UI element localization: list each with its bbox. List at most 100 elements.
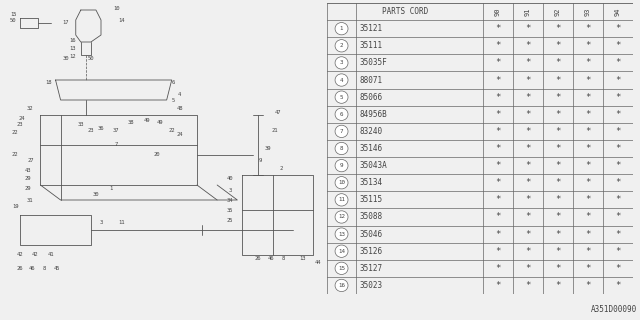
Text: 42: 42 xyxy=(17,252,24,258)
Text: 8: 8 xyxy=(43,266,46,270)
Circle shape xyxy=(335,142,348,155)
Text: *: * xyxy=(495,195,500,204)
Text: 35111: 35111 xyxy=(360,41,383,50)
Text: 35: 35 xyxy=(227,207,234,212)
Text: 35121: 35121 xyxy=(360,24,383,33)
Text: 88071: 88071 xyxy=(360,76,383,84)
Text: 31: 31 xyxy=(27,197,33,203)
Text: 9: 9 xyxy=(340,163,343,168)
Text: *: * xyxy=(495,24,500,33)
Text: *: * xyxy=(586,24,591,33)
Text: 48: 48 xyxy=(177,106,183,110)
Text: 35023: 35023 xyxy=(360,281,383,290)
Text: 3: 3 xyxy=(99,220,102,225)
Text: *: * xyxy=(525,178,531,187)
Text: 12: 12 xyxy=(70,53,76,59)
Text: 85066: 85066 xyxy=(360,93,383,102)
Text: *: * xyxy=(495,110,500,119)
Circle shape xyxy=(335,57,348,69)
Text: *: * xyxy=(525,247,531,256)
Text: 26: 26 xyxy=(17,266,24,270)
Circle shape xyxy=(335,211,348,223)
Text: 15: 15 xyxy=(338,266,345,271)
Text: 5: 5 xyxy=(172,98,175,102)
Circle shape xyxy=(335,22,348,35)
Text: 1: 1 xyxy=(109,186,113,190)
Text: A351D00090: A351D00090 xyxy=(591,305,637,314)
Text: *: * xyxy=(615,144,621,153)
Text: 45: 45 xyxy=(53,266,60,270)
Text: 37: 37 xyxy=(113,127,120,132)
Text: 42: 42 xyxy=(32,252,38,258)
Text: 35035F: 35035F xyxy=(360,59,387,68)
Text: *: * xyxy=(556,41,561,50)
Text: 13: 13 xyxy=(300,255,307,260)
Text: 26: 26 xyxy=(254,255,261,260)
Text: *: * xyxy=(615,264,621,273)
Text: *: * xyxy=(495,178,500,187)
Text: 43: 43 xyxy=(25,167,31,172)
Text: *: * xyxy=(556,110,561,119)
Text: 15: 15 xyxy=(10,12,17,17)
Text: 41: 41 xyxy=(47,252,54,258)
Text: 23: 23 xyxy=(88,127,94,132)
Text: *: * xyxy=(556,247,561,256)
Circle shape xyxy=(335,125,348,138)
Text: *: * xyxy=(615,212,621,221)
Text: 10: 10 xyxy=(113,5,120,11)
Text: *: * xyxy=(586,229,591,239)
Text: *: * xyxy=(615,76,621,84)
Text: 2: 2 xyxy=(340,43,343,48)
Text: *: * xyxy=(556,264,561,273)
Text: *: * xyxy=(495,161,500,170)
Text: 25: 25 xyxy=(227,218,234,222)
Text: *: * xyxy=(615,93,621,102)
Text: *: * xyxy=(586,247,591,256)
Text: *: * xyxy=(525,195,531,204)
Text: *: * xyxy=(556,212,561,221)
Text: 46: 46 xyxy=(268,255,274,260)
Text: 47: 47 xyxy=(275,109,281,115)
Text: 16: 16 xyxy=(70,37,76,43)
Text: 92: 92 xyxy=(555,7,561,16)
Text: 35134: 35134 xyxy=(360,178,383,187)
Text: PARTS CORD: PARTS CORD xyxy=(382,7,428,16)
Text: 44: 44 xyxy=(315,260,321,265)
Text: 7: 7 xyxy=(340,129,343,134)
Circle shape xyxy=(335,108,348,120)
Text: *: * xyxy=(525,212,531,221)
Text: *: * xyxy=(495,229,500,239)
Text: *: * xyxy=(525,41,531,50)
Text: 8: 8 xyxy=(340,146,343,151)
Text: *: * xyxy=(615,178,621,187)
Text: *: * xyxy=(615,247,621,256)
Text: *: * xyxy=(525,24,531,33)
Text: 23: 23 xyxy=(17,123,24,127)
Text: 17: 17 xyxy=(63,20,69,25)
Circle shape xyxy=(335,279,348,292)
Text: 2: 2 xyxy=(279,165,282,171)
Text: *: * xyxy=(556,76,561,84)
Text: 13: 13 xyxy=(338,232,345,236)
Text: *: * xyxy=(495,41,500,50)
Text: *: * xyxy=(615,24,621,33)
Text: 46: 46 xyxy=(29,266,36,270)
Text: 10: 10 xyxy=(338,180,345,185)
Text: *: * xyxy=(586,264,591,273)
Circle shape xyxy=(335,262,348,275)
Text: 8: 8 xyxy=(281,255,284,260)
Text: 50: 50 xyxy=(10,19,17,23)
Text: *: * xyxy=(556,161,561,170)
Text: 35146: 35146 xyxy=(360,144,383,153)
Text: *: * xyxy=(495,127,500,136)
Text: 35127: 35127 xyxy=(360,264,383,273)
Text: *: * xyxy=(615,59,621,68)
Text: *: * xyxy=(586,281,591,290)
Text: 12: 12 xyxy=(338,214,345,220)
Text: *: * xyxy=(556,127,561,136)
Text: *: * xyxy=(586,76,591,84)
Text: *: * xyxy=(615,127,621,136)
Text: 13: 13 xyxy=(70,45,76,51)
Text: 18: 18 xyxy=(45,79,52,84)
Text: *: * xyxy=(495,93,500,102)
